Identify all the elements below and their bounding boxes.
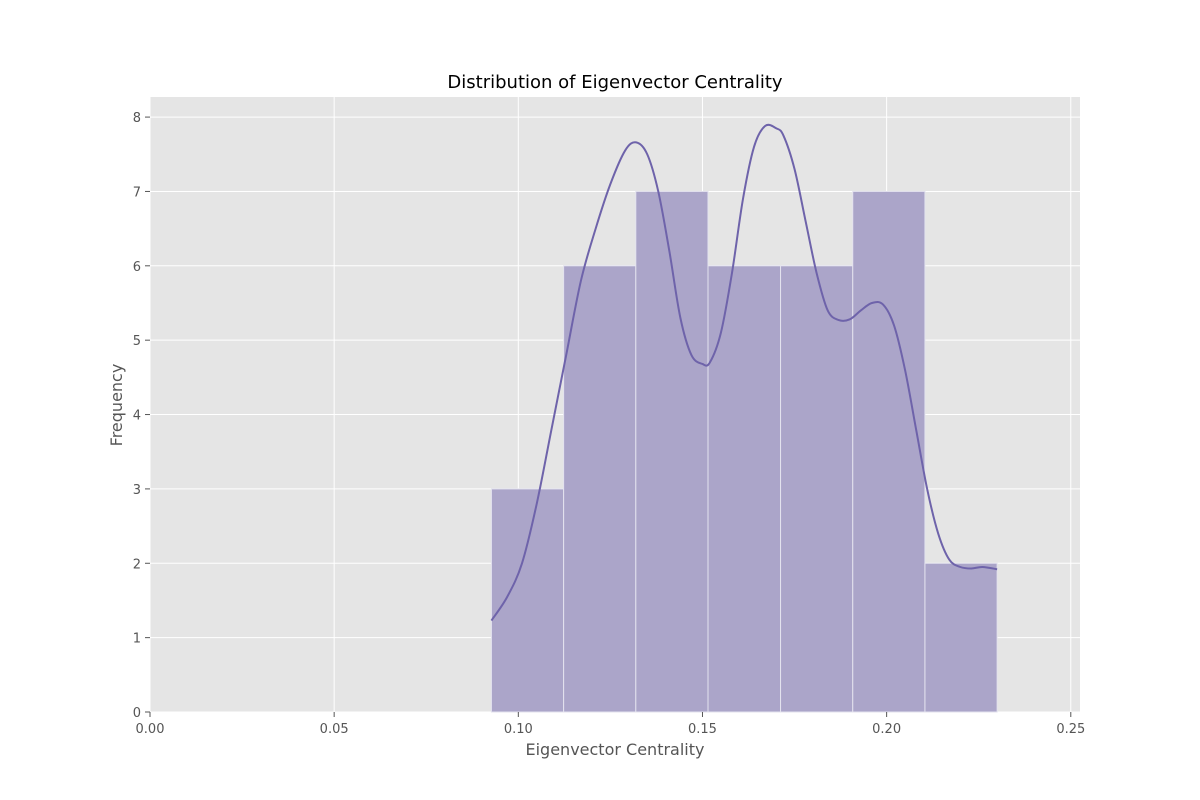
x-tick-label: 0.05 <box>320 722 349 737</box>
histogram-bar <box>707 265 782 713</box>
chart-title: Distribution of Eigenvector Centrality <box>447 72 783 93</box>
y-tick-label: 7 <box>133 185 141 200</box>
y-axis-ticks: 0 1 2 3 4 5 6 7 8 <box>133 111 150 721</box>
x-tick-label: 0.20 <box>872 722 901 737</box>
x-tick-label: 0.15 <box>688 722 717 737</box>
x-tick-label: 0.00 <box>136 722 165 737</box>
x-axis-ticks: 0.00 0.05 0.10 0.15 0.20 0.25 <box>136 712 1085 737</box>
histogram-bar <box>924 562 998 713</box>
histogram-bar <box>852 190 926 713</box>
histogram-bar <box>490 488 565 713</box>
y-tick-label: 2 <box>133 557 141 572</box>
histogram-bar <box>780 265 854 713</box>
y-tick-label: 3 <box>133 483 141 498</box>
y-tick-label: 4 <box>133 409 141 424</box>
y-tick-label: 1 <box>133 632 141 647</box>
y-tick-label: 0 <box>133 706 141 721</box>
x-tick-label: 0.10 <box>504 722 533 737</box>
histogram-bars <box>490 190 998 713</box>
histogram-bar <box>635 190 709 713</box>
y-tick-label: 6 <box>133 260 141 275</box>
kde-line <box>490 123 998 622</box>
histogram-bar <box>563 265 637 713</box>
y-tick-label: 5 <box>133 334 141 349</box>
y-tick-label: 8 <box>133 111 141 126</box>
x-tick-label: 0.25 <box>1056 722 1085 737</box>
x-axis-label: Eigenvector Centrality <box>526 740 705 759</box>
y-axis-label: Frequency <box>107 364 126 447</box>
